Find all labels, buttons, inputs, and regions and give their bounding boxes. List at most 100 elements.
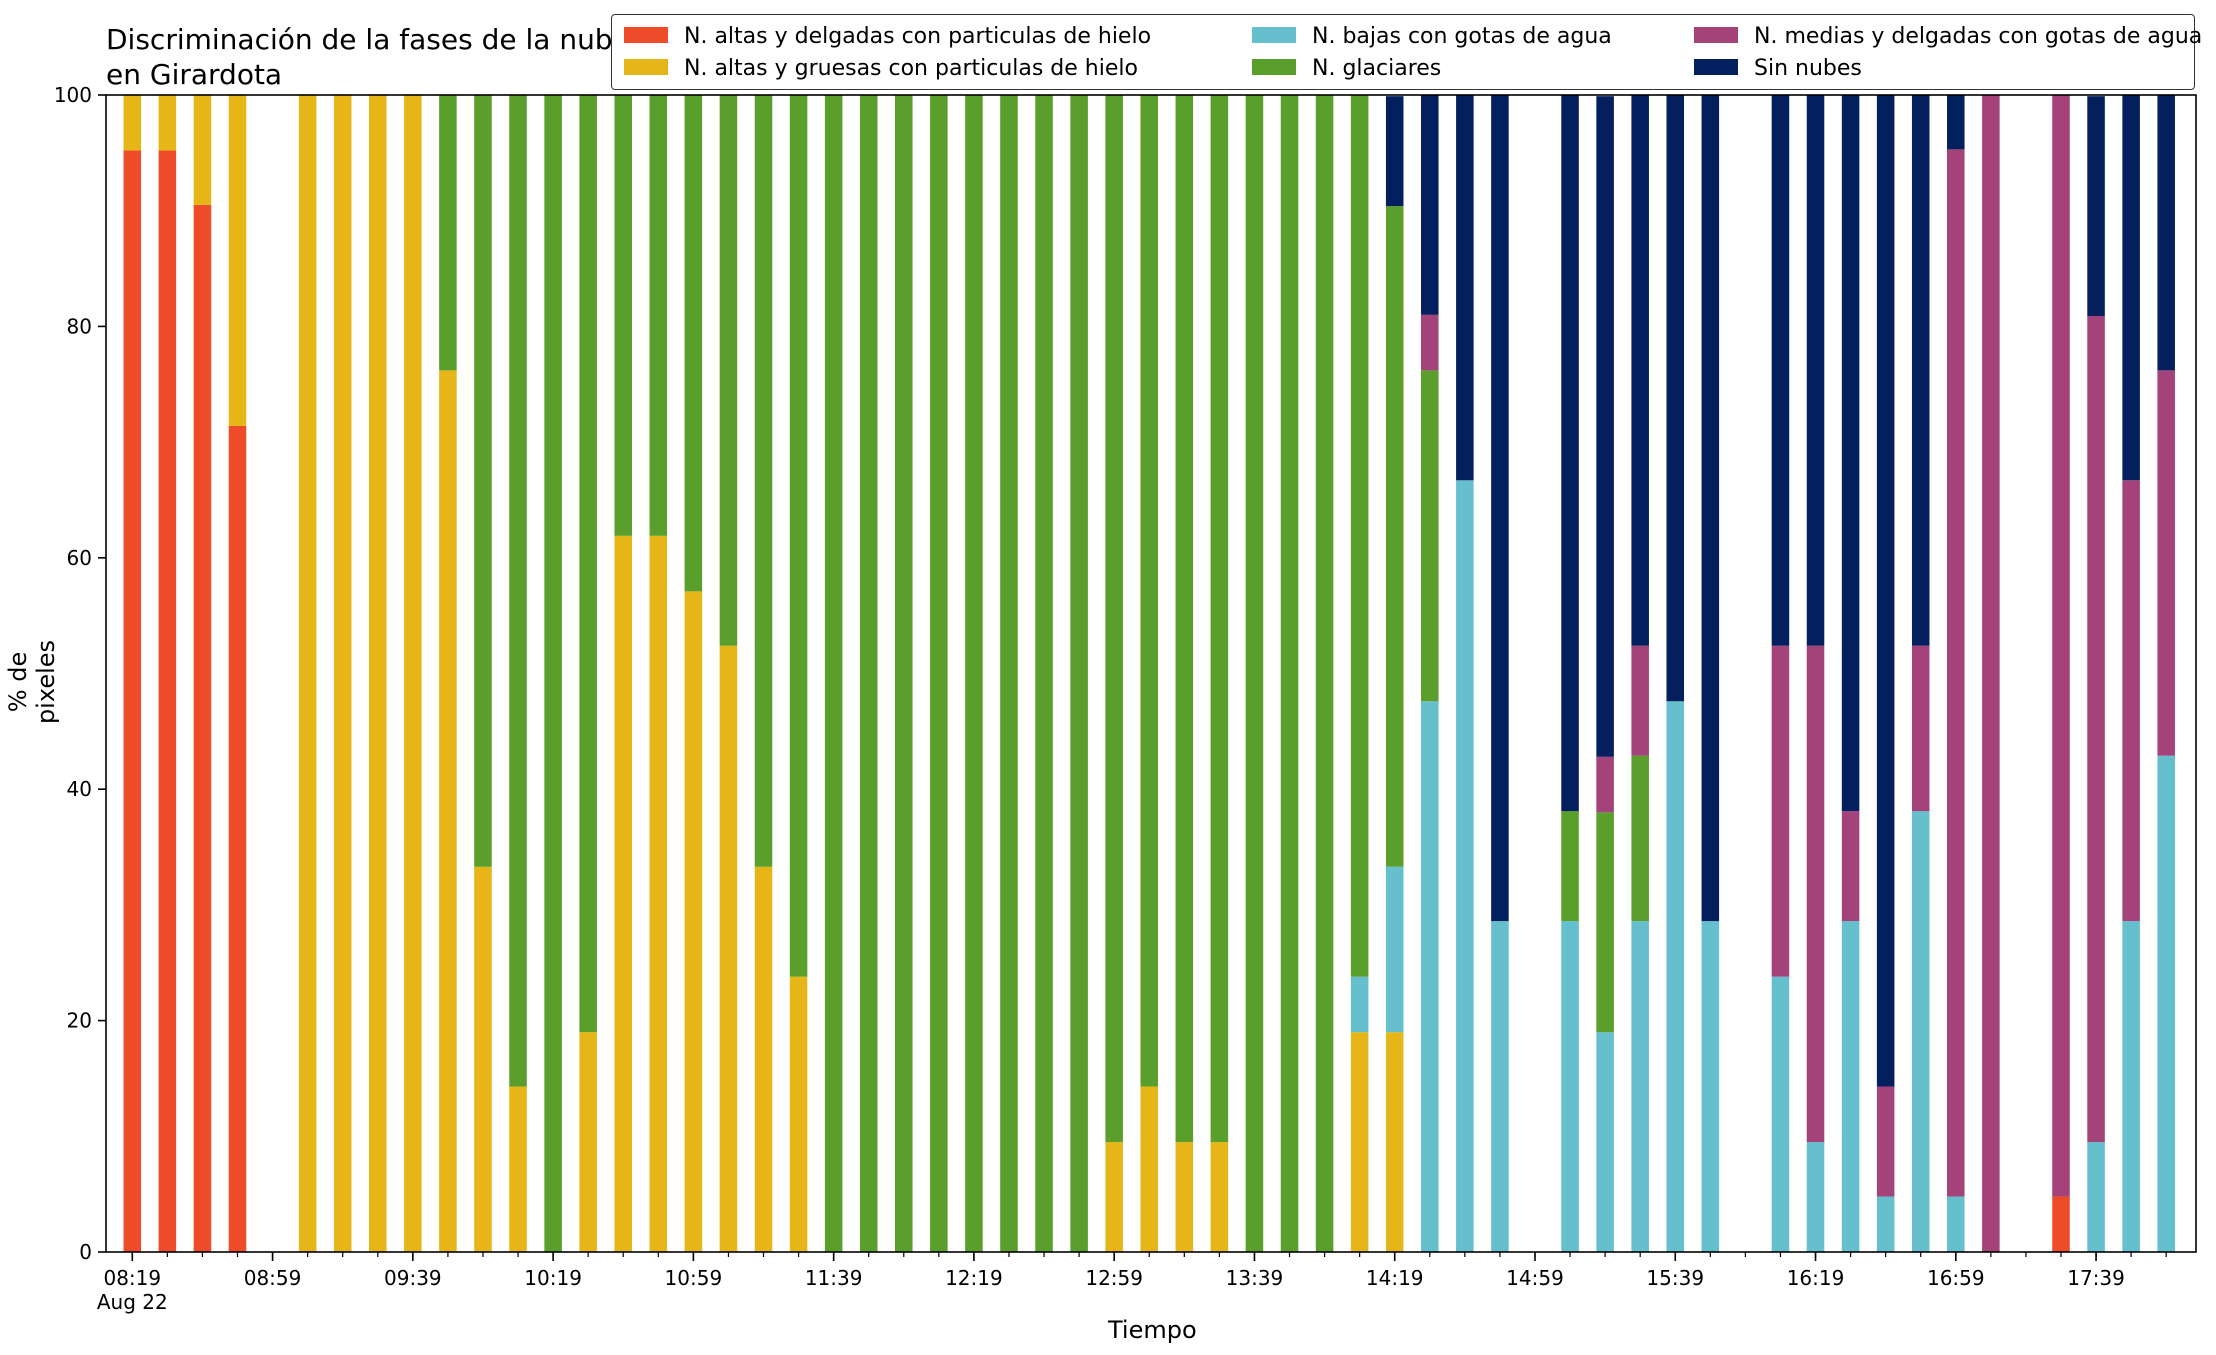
legend-swatch-glacier bbox=[1252, 59, 1296, 75]
bars-group bbox=[123, 95, 2175, 1253]
bar-segment-22-3 bbox=[895, 95, 913, 1252]
bar-segment-38-2 bbox=[1456, 480, 1474, 1252]
y-tick-label: 40 bbox=[67, 777, 92, 801]
bar-segment-50-4 bbox=[1876, 1086, 1895, 1197]
bar-segment-45-2 bbox=[1701, 921, 1720, 1252]
bar-segment-0-1 bbox=[123, 95, 142, 151]
legend-swatch-water-mid-thin bbox=[1694, 27, 1738, 43]
bar-segment-12-3 bbox=[544, 95, 562, 1252]
bar-segment-48-2 bbox=[1806, 1142, 1825, 1252]
x-tick-label: 14:59 bbox=[1506, 1266, 1564, 1290]
bar-segment-28-3 bbox=[1105, 95, 1123, 1143]
plot-frame bbox=[105, 94, 2197, 1253]
bar-segment-21-3 bbox=[859, 95, 878, 1252]
bar-segment-37-2 bbox=[1421, 701, 1439, 1252]
bar-segment-19-3 bbox=[789, 95, 808, 977]
bar-segment-58-4 bbox=[2157, 370, 2175, 756]
bar-segment-50-2 bbox=[1876, 1196, 1895, 1252]
bar-segment-9-1 bbox=[439, 370, 457, 1253]
bar-segment-55-4 bbox=[2052, 95, 2070, 1197]
x-tick-label: 10:19 bbox=[524, 1266, 582, 1290]
bar-segment-41-3 bbox=[1561, 811, 1579, 922]
x-tick-label: 09:39 bbox=[384, 1266, 442, 1290]
legend-swatch-ice-thin bbox=[624, 27, 668, 43]
x-tick-label: 16:59 bbox=[1927, 1266, 1985, 1290]
bar-segment-28-1 bbox=[1105, 1142, 1123, 1252]
bar-segment-0-0 bbox=[123, 150, 142, 1252]
bar-segment-47-4 bbox=[1771, 645, 1790, 977]
x-tick-label: 15:39 bbox=[1646, 1266, 1704, 1290]
bar-segment-58-5 bbox=[2157, 95, 2175, 371]
bar-segment-29-1 bbox=[1140, 1086, 1159, 1252]
x-tick-label: 16:19 bbox=[1787, 1266, 1845, 1290]
bar-segment-18-1 bbox=[754, 866, 773, 1252]
bar-segment-43-5 bbox=[1631, 95, 1649, 646]
bar-segment-10-3 bbox=[474, 95, 492, 867]
bar-segment-26-3 bbox=[1035, 95, 1053, 1252]
x-tick-label: 12:19 bbox=[945, 1266, 1003, 1290]
bar-segment-3-0 bbox=[228, 425, 247, 1253]
bar-segment-8-1 bbox=[404, 95, 422, 1252]
bar-segment-16-1 bbox=[684, 591, 703, 1252]
bar-segment-36-5 bbox=[1385, 96, 1404, 207]
x-tick-label: 17:39 bbox=[2067, 1266, 2125, 1290]
bar-segment-50-5 bbox=[1876, 95, 1895, 1087]
legend: N. altas y delgadas con particulas de hi… bbox=[611, 14, 2202, 90]
bar-segment-15-3 bbox=[649, 95, 668, 536]
bar-segment-43-4 bbox=[1631, 645, 1649, 756]
bar-segment-15-1 bbox=[649, 535, 668, 1252]
bar-segment-58-2 bbox=[2157, 755, 2175, 1252]
bar-segment-11-3 bbox=[509, 95, 527, 1087]
bar-segment-29-3 bbox=[1140, 95, 1159, 1087]
bar-segment-51-2 bbox=[1911, 811, 1930, 1252]
bar-segment-35-2 bbox=[1350, 976, 1369, 1033]
bar-segment-49-2 bbox=[1841, 921, 1860, 1252]
bar-segment-16-3 bbox=[684, 95, 703, 592]
bar-segment-53-4 bbox=[1982, 95, 2000, 1252]
bar-segment-42-3 bbox=[1596, 812, 1614, 1033]
bar-segment-42-2 bbox=[1596, 1032, 1614, 1252]
bar-segment-10-1 bbox=[474, 866, 492, 1252]
bar-segment-13-1 bbox=[579, 1032, 597, 1252]
bar-segment-13-3 bbox=[579, 95, 597, 1033]
bar-segment-36-3 bbox=[1385, 206, 1404, 867]
legend-swatch-ice-thick bbox=[624, 59, 668, 75]
legend-item-water-mid-thin: N. medias y delgadas con gotas de agua bbox=[1694, 21, 2202, 53]
legend-swatch-no-cloud bbox=[1694, 59, 1738, 75]
bar-segment-35-1 bbox=[1350, 1032, 1369, 1252]
bar-segment-23-3 bbox=[930, 95, 948, 1252]
legend-label-water-mid-thin: N. medias y delgadas con gotas de agua bbox=[1754, 24, 2203, 49]
bar-segment-18-3 bbox=[754, 95, 773, 867]
bar-segment-51-4 bbox=[1911, 645, 1930, 812]
bar-segment-44-5 bbox=[1666, 95, 1685, 702]
bar-segment-49-4 bbox=[1841, 811, 1860, 922]
bar-segment-31-1 bbox=[1210, 1142, 1229, 1252]
x-tick-label: 13:39 bbox=[1226, 1266, 1284, 1290]
bar-segment-24-3 bbox=[965, 95, 983, 1252]
y-tick-label: 100 bbox=[54, 83, 92, 107]
bar-segment-41-5 bbox=[1561, 95, 1579, 812]
bar-segment-27-3 bbox=[1070, 95, 1088, 1252]
bar-segment-7-1 bbox=[369, 95, 387, 1252]
bar-segment-5-1 bbox=[298, 95, 317, 1252]
bar-segment-47-2 bbox=[1771, 976, 1790, 1252]
bar-segment-51-5 bbox=[1911, 95, 1930, 646]
bar-segment-37-4 bbox=[1421, 314, 1439, 371]
bar-segment-3-1 bbox=[228, 95, 247, 426]
bar-segment-36-2 bbox=[1385, 866, 1404, 1033]
legend-item-ice-thick: N. altas y gruesas con particulas de hie… bbox=[624, 53, 1138, 85]
bar-segment-48-4 bbox=[1806, 645, 1825, 1143]
bar-segment-44-2 bbox=[1666, 701, 1685, 1252]
bar-segment-55-0 bbox=[2052, 1196, 2070, 1252]
legend-item-no-cloud: Sin nubes bbox=[1694, 53, 1862, 85]
legend-item-ice-thin: N. altas y delgadas con particulas de hi… bbox=[624, 21, 1151, 53]
bar-segment-1-1 bbox=[158, 95, 177, 151]
bar-segment-42-5 bbox=[1596, 96, 1614, 757]
y-tick-label: 80 bbox=[67, 314, 92, 338]
legend-label-no-cloud: Sin nubes bbox=[1754, 56, 1862, 81]
bar-segment-14-1 bbox=[614, 535, 633, 1252]
x-tick-label: 10:59 bbox=[665, 1266, 723, 1290]
x-tick-label: 11:39 bbox=[805, 1266, 863, 1290]
bar-segment-56-4 bbox=[2087, 315, 2105, 1143]
bar-segment-57-5 bbox=[2122, 95, 2140, 481]
